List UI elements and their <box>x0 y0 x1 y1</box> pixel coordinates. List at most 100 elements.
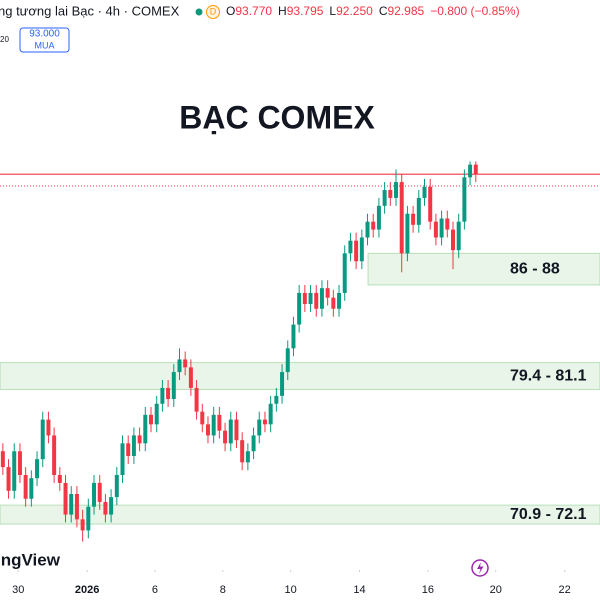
candle-body <box>285 348 290 373</box>
change: −0.800 (−0.85%) <box>430 4 519 18</box>
candle-body <box>450 229 455 251</box>
candle-body <box>86 506 91 531</box>
candle-body <box>365 221 370 238</box>
alert-icon[interactable] <box>471 559 489 577</box>
candle-body <box>433 221 438 238</box>
candle-body <box>262 419 267 425</box>
chart-title: BẠC COMEX <box>179 99 375 135</box>
candle-body <box>6 467 11 491</box>
badge <box>206 5 220 19</box>
candle-body <box>74 494 79 520</box>
buy-box[interactable] <box>19 27 70 53</box>
candle-body <box>388 190 393 198</box>
x-tick-label: 30 <box>12 584 24 596</box>
x-axis: 30 2026 6 8 10 14 16 20 22 <box>12 570 571 596</box>
candle-body <box>257 419 262 436</box>
candle-body <box>131 435 136 456</box>
candle-body <box>428 186 433 222</box>
candle-body <box>154 403 159 425</box>
candle-body <box>17 451 22 475</box>
candle-body <box>234 419 239 441</box>
candle-body <box>149 414 153 425</box>
candle-body <box>411 213 416 225</box>
candle-body <box>456 221 461 251</box>
candle-body <box>314 292 319 309</box>
candle-body <box>291 324 296 349</box>
zones: 86 - 88 79.4 - 81.1 70.9 - 72.1 <box>0 252 600 525</box>
ohlc-key: O <box>226 4 235 18</box>
candle-body <box>280 372 285 396</box>
zone <box>0 362 600 391</box>
candle-body <box>274 395 279 404</box>
candle-body <box>109 497 114 515</box>
x-tick-label: 2026 <box>75 584 99 596</box>
ohlc: O93.770 H93.795 L92.250 C92.985 −0.800 (−0.8… <box>226 4 520 18</box>
candle-body <box>40 419 45 460</box>
ohlc-key: H <box>278 4 287 18</box>
candle-body <box>468 164 473 178</box>
candle-body <box>0 451 5 468</box>
candle-body <box>23 475 28 499</box>
candle-body <box>342 253 347 293</box>
ohlc-value: 93.770 <box>235 4 272 18</box>
candle-body <box>194 387 199 412</box>
zone-label: 70.9 - 72.1 <box>510 506 587 523</box>
candle-body <box>217 414 222 431</box>
candle-body <box>319 288 324 309</box>
candle-body <box>439 218 444 238</box>
ohlc-value: 93.795 <box>287 4 324 18</box>
candle-body <box>188 367 193 388</box>
candle-body <box>371 221 376 230</box>
candle-body <box>308 292 313 304</box>
x-tick-label: 6 <box>152 584 158 596</box>
candle-body <box>114 475 119 498</box>
candle-body <box>325 288 330 298</box>
zone-label: 86 - 88 <box>510 260 560 277</box>
candle-body <box>126 443 131 456</box>
buy-price: 93.000 <box>29 29 60 40</box>
candle-body <box>405 213 410 254</box>
candle-body <box>52 435 57 475</box>
candle-body <box>205 424 210 436</box>
candle-body <box>57 475 62 483</box>
candle-body <box>240 440 245 463</box>
candle-body <box>382 190 387 206</box>
ohlc-key: C <box>379 4 388 18</box>
candle-body <box>445 218 450 230</box>
x-tick-label: 20 <box>490 584 502 596</box>
candle-body <box>422 186 427 198</box>
ohlc-value: 92.985 <box>387 4 424 18</box>
status-dot <box>195 8 203 16</box>
x-tick-label: 22 <box>559 584 571 596</box>
candle-body <box>200 411 205 425</box>
candle-body <box>63 482 68 515</box>
candle-body <box>120 443 125 475</box>
logo: ingView <box>0 550 61 569</box>
candle-body <box>46 419 51 436</box>
candle-body <box>245 451 250 463</box>
candle-body <box>160 387 165 404</box>
candle-body <box>228 419 233 444</box>
symbol: ng tương lai Bạc · 4h · COMEX <box>0 3 180 18</box>
candle-body <box>12 451 17 491</box>
candle-body <box>297 292 302 325</box>
candle-body <box>416 197 421 225</box>
candle-body <box>183 359 188 368</box>
candle-body <box>143 414 148 444</box>
ohlc-value: 92.250 <box>336 4 373 18</box>
candle-body <box>376 205 381 230</box>
ohlc-key: L <box>329 4 336 18</box>
candle-body <box>268 403 273 425</box>
candle-body <box>223 430 228 444</box>
x-tick-label: 10 <box>284 584 296 596</box>
x-tick-label: 16 <box>422 584 434 596</box>
buy-label: MUA <box>35 40 55 50</box>
candle-body <box>171 372 176 399</box>
candle-body <box>337 292 342 309</box>
candle-body <box>103 501 108 515</box>
x-tick-label: 14 <box>353 584 365 596</box>
zone <box>0 504 600 525</box>
candle-body <box>92 482 97 507</box>
candle-body <box>354 240 359 262</box>
